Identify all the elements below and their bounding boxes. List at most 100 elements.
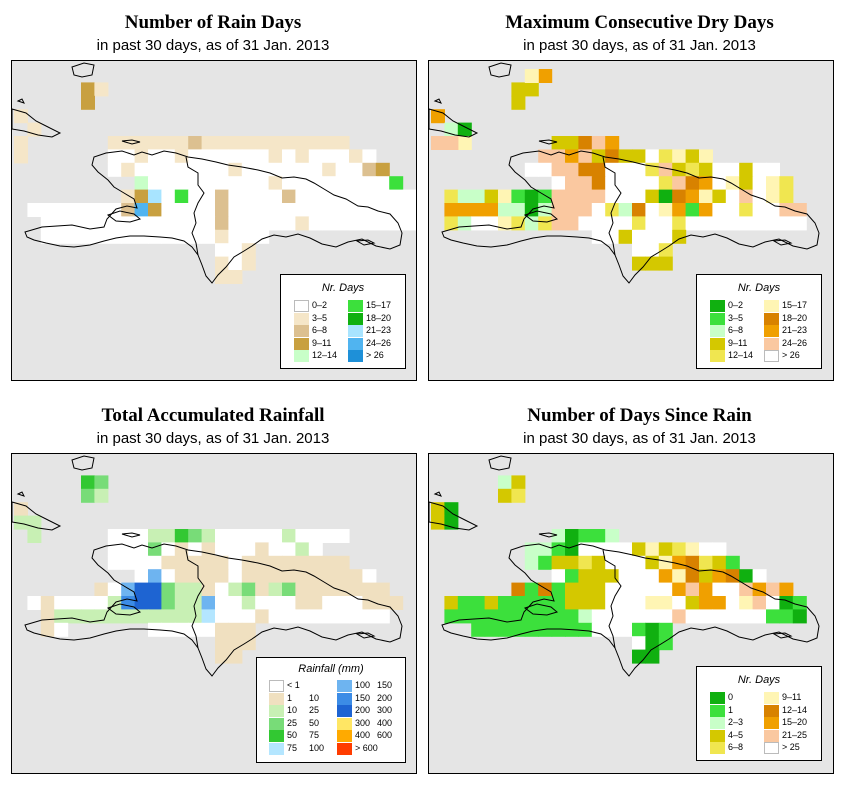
grid-cell (308, 555, 323, 570)
hispaniola-coastline (24, 150, 403, 284)
grid-cell (645, 636, 660, 651)
grid-cell (551, 596, 566, 610)
haiti-dr-border (185, 156, 205, 256)
grid-cell (444, 596, 459, 610)
grid-cell (484, 216, 499, 231)
grid-cell (215, 596, 229, 610)
grid-cell (14, 136, 28, 150)
grid-cell (255, 176, 270, 191)
grid-cell (632, 649, 646, 664)
grid-cell (255, 216, 270, 231)
grid-cell (335, 189, 350, 204)
grid-cell (739, 569, 754, 584)
grid-cell (444, 122, 459, 137)
grid-cell (121, 229, 136, 244)
inagua-island (488, 455, 512, 471)
grid-cell (215, 136, 229, 150)
grid-cell (148, 596, 162, 610)
grid-cell (241, 582, 256, 597)
grid-cell (444, 216, 459, 231)
grid-cell (672, 609, 687, 624)
grid-cell (402, 216, 416, 231)
legend-label: 0–2 (728, 300, 744, 310)
grid-cell (605, 542, 620, 557)
legend-label: 400 (355, 730, 371, 740)
grid-cell (444, 136, 459, 150)
legend-label: > 26 (782, 350, 800, 360)
panel-subtitle: in past 30 days, as of 31 Jan. 2013 (523, 430, 756, 447)
grid-cell (498, 216, 512, 231)
grid-cell (27, 203, 42, 217)
grid-cell (685, 176, 700, 191)
haiti-dr-border (602, 549, 622, 649)
grid-cell (134, 582, 149, 597)
grid-cell (268, 555, 283, 570)
grid-cell (645, 216, 660, 231)
grid-cell (511, 82, 526, 97)
grid-cell (121, 203, 136, 217)
grid-cell (457, 216, 472, 231)
grid-cell (255, 229, 270, 244)
grid-cell (389, 216, 404, 231)
grid-cell (712, 555, 727, 570)
grid-cell (121, 149, 136, 164)
grid-cell (645, 149, 660, 164)
grid-cell (215, 622, 229, 637)
grid-cell (551, 542, 566, 557)
grid-cell (94, 609, 109, 624)
grid-cell (322, 162, 337, 177)
panel-days-since-rain: Number of Days Since Rain in past 30 day… (426, 396, 853, 793)
grid-cell (658, 569, 673, 584)
grid-cell (699, 569, 713, 584)
legend-label-upper: 75 (309, 730, 320, 740)
grid-cell (645, 622, 660, 637)
grid-cell (201, 622, 216, 637)
grid-cell (282, 149, 296, 164)
grid-cell (618, 176, 633, 191)
grid-cell (658, 203, 673, 217)
grid-cell (752, 203, 767, 217)
grid-cell (498, 189, 512, 204)
grid-cell (228, 203, 243, 217)
grid-cell (161, 149, 176, 164)
grid-cell (335, 203, 350, 217)
tortuga-island (121, 532, 141, 538)
legend-swatch (710, 337, 725, 350)
grid-cell (228, 229, 243, 244)
grid-cell (362, 162, 377, 177)
grid-cell (322, 555, 337, 570)
grid-cell (551, 162, 566, 177)
grid-cell (551, 149, 566, 164)
grid-cell (27, 529, 42, 543)
grid-cell (645, 609, 660, 624)
grid-cell (524, 69, 539, 83)
coastline-group (12, 455, 403, 677)
grid-cell (67, 216, 82, 231)
grid-cell (551, 216, 566, 231)
grid-cell (645, 569, 660, 584)
grid-cell (699, 555, 713, 570)
legend-label-upper: 50 (309, 717, 320, 728)
saona-island (772, 239, 793, 246)
grid-cell (295, 609, 310, 624)
grid-cell (215, 569, 229, 584)
legend-swatch (710, 692, 725, 704)
grid-cell (148, 216, 162, 231)
grid-cell (215, 636, 229, 651)
grid-cell (632, 256, 646, 271)
grid-cell (188, 542, 203, 557)
grid-cell (255, 596, 270, 610)
legend-label: 18–20 (782, 312, 808, 323)
grid-cell (268, 596, 283, 610)
grid-cell (645, 189, 660, 204)
legend-label: 4–5 (728, 729, 744, 740)
grid-cell (699, 582, 713, 597)
legend-swatch (764, 350, 779, 362)
grid-cell (752, 189, 767, 204)
grid-cell (308, 529, 323, 543)
grid-cell (632, 582, 646, 597)
grid-cell (241, 176, 256, 191)
legend-swatch (269, 717, 284, 730)
grid-cell (402, 189, 416, 204)
grid-cell (645, 176, 660, 191)
